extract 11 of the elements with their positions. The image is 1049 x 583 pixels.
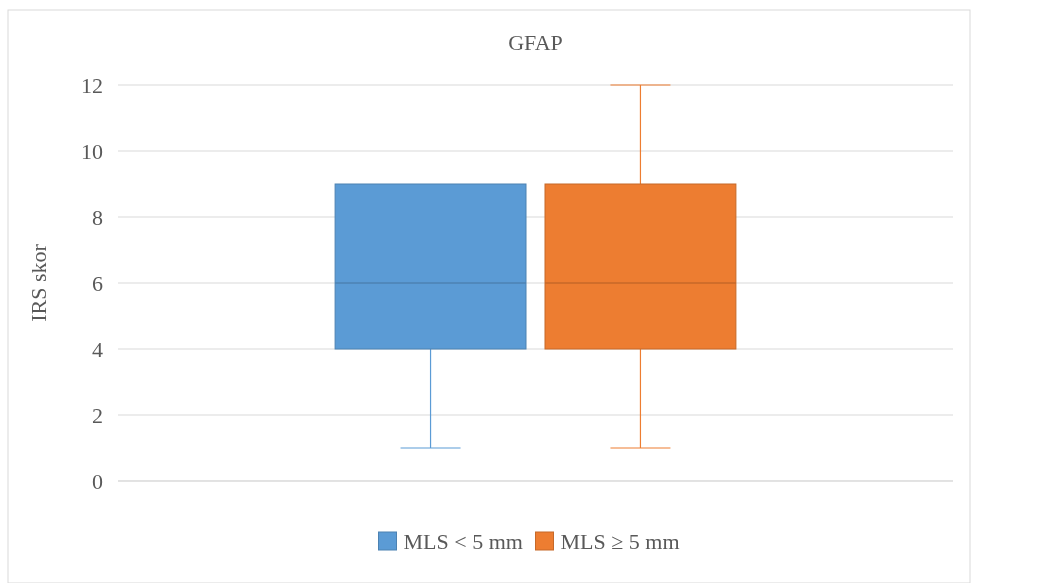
y-tick-label: 8 [92,204,103,230]
y-tick-label: 2 [92,402,103,428]
y-tick-label: 0 [92,468,103,494]
y-tick-label: 10 [81,138,103,164]
y-tick-label: 6 [92,270,103,296]
chart-title: GFAP [508,30,563,55]
y-tick-label: 12 [81,72,103,98]
y-axis-title: IRS skor [26,243,51,322]
legend-label: MLS ≥ 5 mm [560,528,680,554]
legend-label: MLS < 5 mm [403,528,523,554]
y-tick-label: 4 [92,336,103,362]
